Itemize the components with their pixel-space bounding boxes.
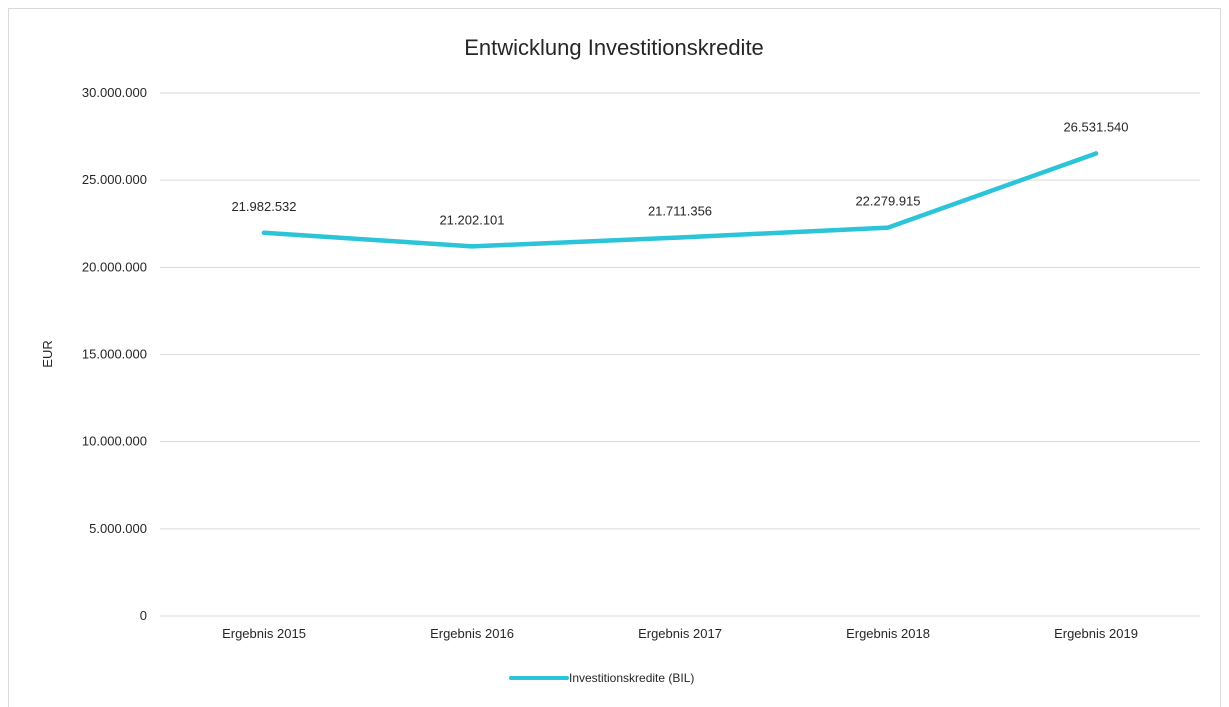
y-tick-label: 10.000.000 [82, 434, 147, 449]
data-labels: 21.982.532 21.202.101 21.711.356 22.279.915… [231, 119, 1128, 227]
series-line [261, 151, 1099, 249]
data-label: 21.711.356 [648, 203, 712, 218]
y-tick-label: 15.000.000 [82, 347, 147, 362]
y-tick-label: 20.000.000 [82, 259, 147, 274]
y-axis-title: EUR [40, 340, 55, 367]
chart-area [8, 8, 1221, 707]
x-axis-ticks: Ergebnis 2015 Ergebnis 2016 Ergebnis 2017 E… [222, 626, 1138, 641]
y-tick-label: 25.000.000 [82, 172, 147, 187]
x-tick-label: Ergebnis 2019 [1054, 626, 1138, 641]
x-tick-label: Ergebnis 2018 [846, 626, 930, 641]
y-tick-label: 5.000.000 [89, 521, 147, 536]
y-tick-label: 0 [140, 608, 147, 623]
x-tick-label: Ergebnis 2016 [430, 626, 514, 641]
data-point [261, 230, 267, 235]
data-label: 26.531.540 [1063, 119, 1128, 134]
data-label: 21.202.101 [439, 212, 504, 227]
chart-title: Entwicklung Investitionskredite [464, 35, 764, 60]
legend: Investitionskredite (BIL) [509, 671, 694, 685]
x-tick-label: Ergebnis 2017 [638, 626, 722, 641]
x-tick-label: Ergebnis 2015 [222, 626, 306, 641]
data-label: 21.982.532 [231, 199, 296, 214]
series-layer [261, 151, 1099, 249]
data-point [677, 235, 683, 240]
data-point [469, 244, 475, 249]
y-tick-label: 30.000.000 [82, 85, 147, 100]
data-point [885, 225, 891, 230]
legend-label: Investitionskredite (BIL) [569, 671, 694, 685]
data-point [1093, 151, 1099, 156]
data-label: 22.279.915 [855, 194, 920, 209]
y-axis-ticks: 0 5.000.000 10.000.000 15.000.000 20.000.000… [82, 85, 147, 623]
